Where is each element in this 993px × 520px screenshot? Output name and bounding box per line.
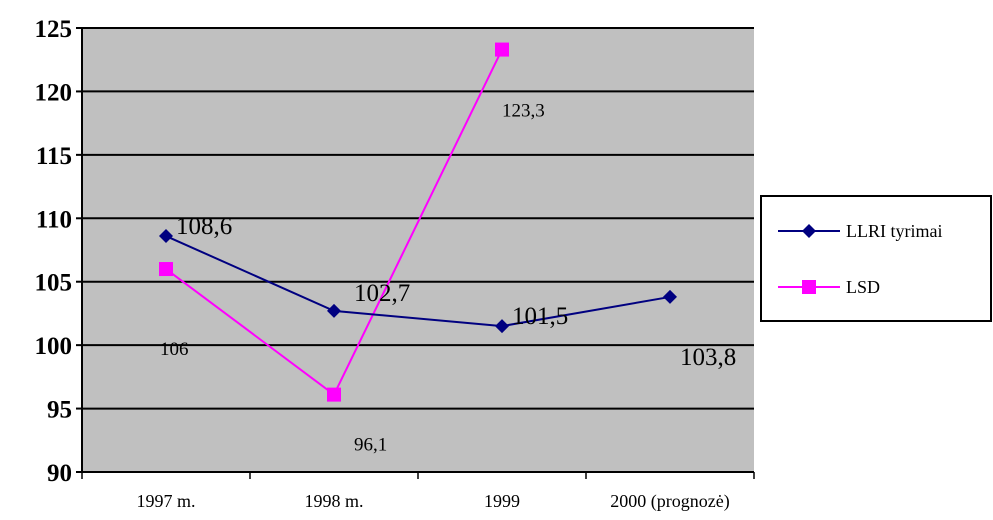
- data-point-llri: [159, 229, 173, 244]
- plot-area: [82, 28, 754, 472]
- y-tick-label: 125: [35, 16, 73, 43]
- x-tick-label: 1997 m.: [136, 491, 195, 511]
- data-labels: 108,6 102,7 101,5 103,8 106 96,1 123,3: [160, 101, 736, 456]
- data-label-llri: 102,7: [354, 280, 410, 307]
- y-tick-label: 95: [47, 397, 72, 424]
- x-tick-label: 1998 m.: [304, 491, 363, 511]
- x-tick-label: 1999: [484, 491, 520, 511]
- data-label-lsd: 123,3: [502, 101, 545, 122]
- axes: [76, 27, 755, 479]
- y-tick-labels: 90 95 100 105 110 115 120 125: [35, 16, 73, 487]
- data-point-lsd: [495, 42, 509, 57]
- legend: LLRI tyrimai LSD: [760, 195, 992, 322]
- data-label-llri: 101,5: [512, 303, 568, 330]
- data-label-lsd: 106: [160, 339, 189, 360]
- data-point-llri: [495, 319, 509, 334]
- data-point-lsd: [159, 262, 173, 277]
- legend-marker: [802, 280, 816, 294]
- x-tick-label: 2000 (prognozė): [610, 491, 729, 512]
- y-tick-label: 115: [36, 143, 72, 170]
- y-tick-label: 105: [35, 270, 73, 297]
- y-tick-label: 110: [36, 206, 72, 233]
- legend-box: [760, 195, 992, 322]
- data-label-lsd: 96,1: [354, 435, 387, 456]
- series-line-llri: [165, 235, 671, 328]
- data-point-lsd: [327, 387, 341, 402]
- legend-label: LLRI tyrimai: [846, 221, 942, 241]
- data-point-llri: [663, 289, 677, 304]
- series-layer: [159, 42, 677, 402]
- y-tick-label: 90: [47, 460, 72, 487]
- x-tick-labels: 1997 m. 1998 m. 1999 2000 (prognozė): [136, 491, 729, 512]
- data-point-llri: [327, 303, 341, 318]
- legend-label: LSD: [846, 277, 880, 297]
- y-tick-label: 100: [35, 333, 73, 360]
- gridlines: [82, 27, 754, 473]
- legend-marker: [802, 224, 816, 238]
- y-tick-label: 120: [35, 79, 73, 106]
- data-label-llri: 108,6: [176, 213, 232, 240]
- data-label-llri: 103,8: [680, 344, 736, 371]
